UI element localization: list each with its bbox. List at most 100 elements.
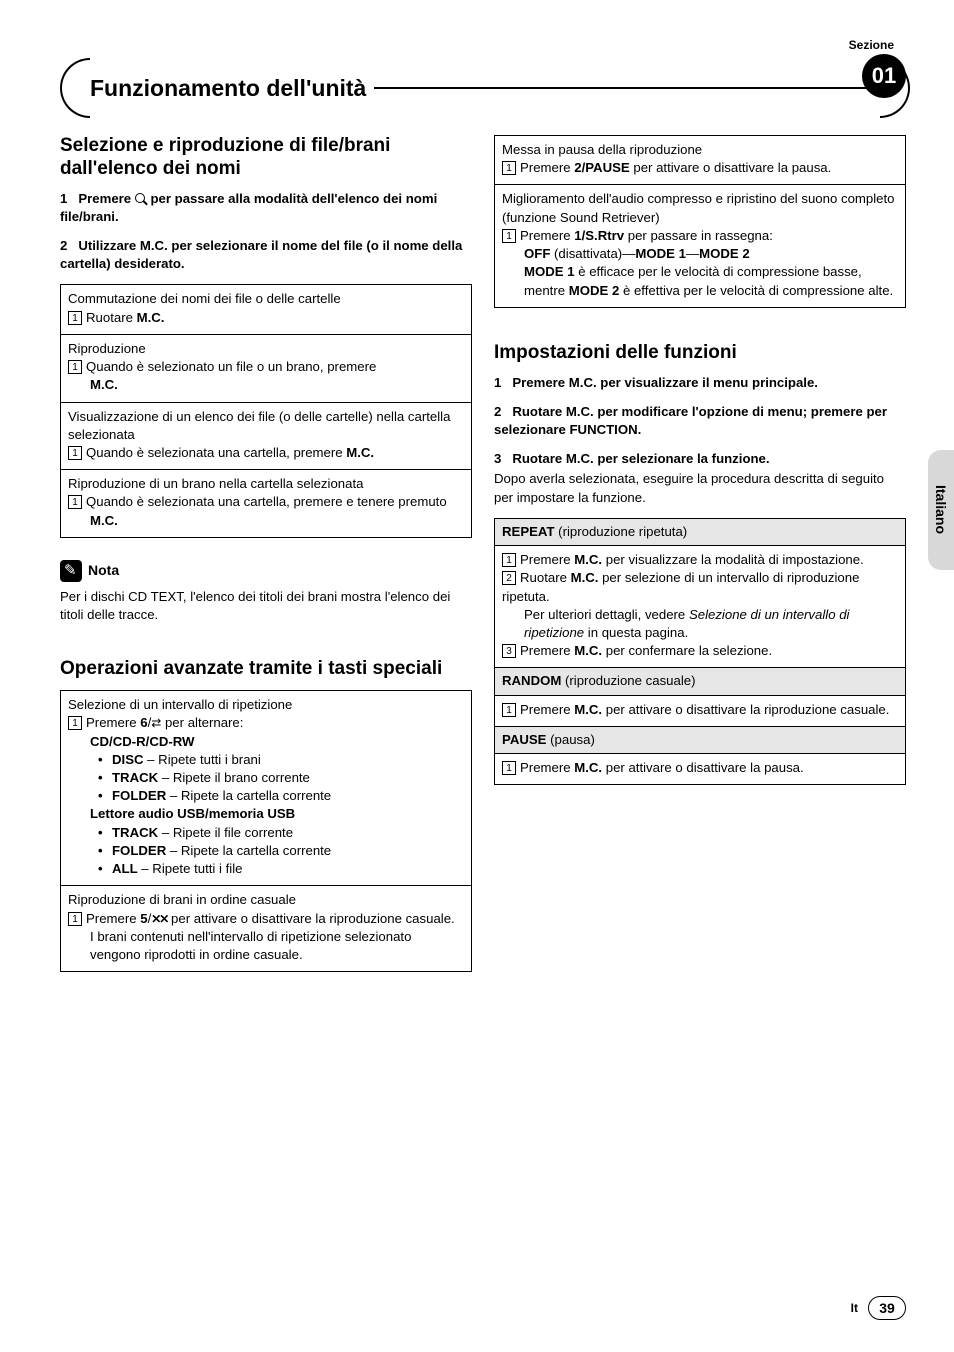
step-2: 2 Utilizzare M.C. per selezionare il nom… <box>60 237 472 273</box>
mc-label: M.C. <box>137 310 165 325</box>
bullet-list: DISC – Ripete tutti i brani TRACK – Ripe… <box>90 751 464 806</box>
left-column: Selezione e riproduzione di file/brani d… <box>60 135 472 1282</box>
mc-label: M.C. <box>90 377 118 392</box>
paren-open-icon <box>60 58 90 118</box>
row-text: Quando è selezionata una cartella, preme… <box>86 494 447 509</box>
page-number: 39 <box>868 1296 906 1320</box>
pencil-icon <box>60 560 82 582</box>
mc-label: M.C. <box>90 513 118 528</box>
footer-lang: It <box>851 1301 858 1315</box>
substep-icon: 1 <box>502 161 516 175</box>
substep-icon: 1 <box>502 703 516 717</box>
note-label: Nota <box>88 561 119 580</box>
heading-advanced: Operazioni avanzate tramite i tasti spec… <box>60 658 472 681</box>
repeat-icon: ⇄ <box>151 716 161 730</box>
list-item: FOLDER – Ripete la cartella corrente <box>112 787 464 805</box>
substep-icon: 1 <box>502 229 516 243</box>
text: per passare in rassegna: <box>624 228 773 243</box>
header-row: Funzionamento dell'unità <box>60 58 906 118</box>
table-row: Riproduzione di un brano nella cartella … <box>61 470 471 537</box>
list-item: TRACK – Ripete il brano corrente <box>112 769 464 787</box>
table-row: 1Premere M.C. per visualizzare la modali… <box>495 546 905 668</box>
key-label: 2/PAUSE <box>574 160 629 175</box>
step-1: 1 Premere per passare alla modalità dell… <box>60 190 472 226</box>
substep-icon: 1 <box>68 912 82 926</box>
row-title: Selezione di un intervallo di ripetizion… <box>68 696 464 714</box>
substep-icon: 3 <box>502 644 516 658</box>
substep-icon: 1 <box>68 716 82 730</box>
table-header: REPEAT (riproduzione ripetuta) <box>495 519 905 546</box>
page: Sezione Funzionamento dell'unità 01 Sele… <box>0 0 954 1352</box>
language-tab: Italiano <box>928 450 954 570</box>
list-item: FOLDER – Ripete la cartella corrente <box>112 842 464 860</box>
step-text: Utilizzare M.C. per selezionare il nome … <box>60 238 462 271</box>
row-title: Riproduzione di un brano nella cartella … <box>68 475 464 493</box>
table-row: Visualizzazione di un elenco dei file (o… <box>61 403 471 471</box>
step-2: 2 Ruotare M.C. per modificare l'opzione … <box>494 403 906 439</box>
row-title: Riproduzione di brani in ordine casuale <box>68 891 464 909</box>
text: per alternare: <box>161 715 243 730</box>
heading-selection: Selezione e riproduzione di file/brani d… <box>60 135 472 181</box>
table-playback-ops: Messa in pausa della riproduzione 1 Preme… <box>494 135 906 308</box>
language-label: Italiano <box>933 485 949 534</box>
text: Premere <box>86 911 140 926</box>
table-advanced-ops: Selezione di un intervallo di ripetizion… <box>60 690 472 972</box>
step-text: Premere M.C. per visualizzare il menu pr… <box>512 375 818 390</box>
substep-icon: 2 <box>502 571 516 585</box>
substep-icon: 1 <box>502 553 516 567</box>
table-row: Selezione di un intervallo di ripetizion… <box>61 691 471 886</box>
step-1: 1 Premere M.C. per visualizzare il menu … <box>494 374 906 392</box>
section-label: Sezione <box>849 38 894 52</box>
text: per attivare o disattivare la riproduzio… <box>167 911 454 926</box>
text: I brani contenuti nell'intervallo di rip… <box>68 928 464 964</box>
table-row: 1Premere M.C. per attivare o disattivare… <box>495 696 905 727</box>
table-row: Riproduzione di brani in ordine casuale … <box>61 886 471 971</box>
table-row: Riproduzione 1Quando è selezionato un fi… <box>61 335 471 403</box>
table-header: PAUSE (pausa) <box>495 727 905 754</box>
subheading: CD/CD-R/CD-RW <box>90 734 195 749</box>
step-post: Dopo averla selezionata, eseguire la pro… <box>494 470 906 506</box>
text: per attivare o disattivare la pausa. <box>630 160 832 175</box>
substep-icon: 1 <box>502 761 516 775</box>
list-item: ALL – Ripete tutti i file <box>112 860 464 878</box>
note-header: Nota <box>60 560 472 582</box>
table-row: Miglioramento dell'audio compresso e rip… <box>495 185 905 306</box>
table-row: Messa in pausa della riproduzione 1 Preme… <box>495 136 905 185</box>
table-file-ops: Commutazione dei nomi dei file o delle c… <box>60 284 472 537</box>
table-function-settings: REPEAT (riproduzione ripetuta) 1Premere … <box>494 518 906 785</box>
row-text: Quando è selezionato un file o un brano,… <box>86 359 376 374</box>
step-number: 1 <box>494 375 501 390</box>
section-number-badge: 01 <box>862 54 906 98</box>
row-title: Messa in pausa della riproduzione <box>502 141 898 159</box>
right-column: Messa in pausa della riproduzione 1Preme… <box>494 135 906 1282</box>
key-label: 1/S.Rtrv <box>574 228 624 243</box>
heading-function-settings: Impostazioni delle funzioni <box>494 342 906 365</box>
step-number: 1 <box>60 191 67 206</box>
step-text: Ruotare M.C. per modificare l'opzione di… <box>494 404 887 437</box>
note-text: Per i dischi CD TEXT, l'elenco dei titol… <box>60 588 472 624</box>
row-text: Quando è selezionata una cartella, preme… <box>86 445 346 460</box>
mc-label: M.C. <box>346 445 374 460</box>
table-header: RANDOM (riproduzione casuale) <box>495 668 905 695</box>
text: Premere <box>520 160 574 175</box>
step-number: 2 <box>494 404 501 419</box>
search-icon <box>135 193 147 205</box>
substep-icon: 1 <box>68 495 82 509</box>
text: Premere <box>86 715 140 730</box>
row-title: Riproduzione <box>68 340 464 358</box>
list-item: TRACK – Ripete il file corrente <box>112 824 464 842</box>
page-footer: It 39 <box>851 1296 906 1320</box>
step-number: 2 <box>60 238 67 253</box>
text: Premere <box>520 228 574 243</box>
row-title: Commutazione dei nomi dei file o delle c… <box>68 290 464 308</box>
shuffle-icon: ✕✕ <box>151 912 167 926</box>
row-text: Ruotare <box>86 310 137 325</box>
substep-icon: 1 <box>68 446 82 460</box>
list-item: DISC – Ripete tutti i brani <box>112 751 464 769</box>
row-title: Visualizzazione di un elenco dei file (o… <box>68 408 464 444</box>
step-text-a: Premere <box>78 191 134 206</box>
content-columns: Selezione e riproduzione di file/brani d… <box>60 135 906 1282</box>
header-rule <box>374 87 868 89</box>
step-text: Ruotare M.C. per selezionare la funzione… <box>512 451 769 466</box>
row-title: Miglioramento dell'audio compresso e rip… <box>502 190 898 226</box>
